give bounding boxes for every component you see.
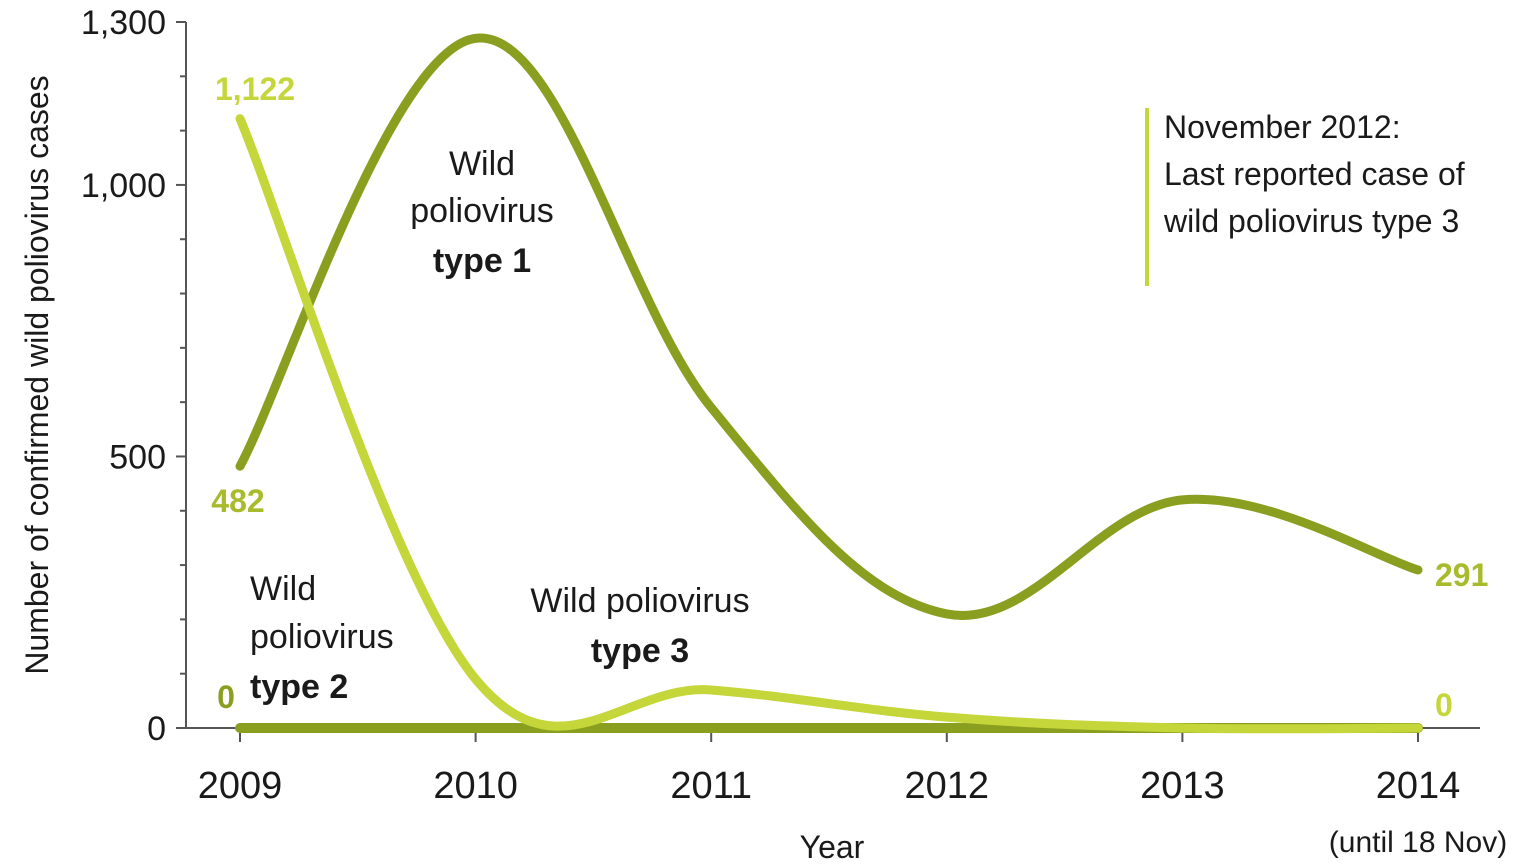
- y-axis-title: Number of confirmed wild poliovirus case…: [19, 75, 55, 674]
- data-label-type1-2009: 482: [211, 483, 264, 519]
- series-label-type2-line1: Wild: [250, 570, 316, 608]
- x-axis-title: Year: [800, 829, 865, 864]
- y-tick-label: 500: [109, 438, 166, 476]
- annotation-line-3: wild poliovirus type 3: [1163, 203, 1459, 239]
- y-axis-ticks: 0 500 1,000 1,300: [81, 4, 186, 748]
- annotation-note: November 2012: Last reported case of wil…: [1145, 108, 1465, 286]
- x-tick-label: 2014: [1376, 765, 1461, 807]
- x-tick-label: 2010: [433, 765, 518, 807]
- data-label-type3-2014: 0: [1435, 687, 1453, 723]
- series-line-type1: [235, 33, 1423, 620]
- y-tick-label: 1,300: [81, 4, 166, 42]
- x-tick-label: 2012: [905, 765, 990, 807]
- series-label-type1: Wild poliovirus type 1: [410, 145, 554, 280]
- series-label-type1-line1: Wild: [449, 145, 515, 183]
- y-tick-label: 0: [147, 710, 166, 748]
- series-label-type2-line2: poliovirus: [250, 618, 394, 656]
- series-line-type3: [235, 114, 1423, 734]
- series-label-type2-bold: type 2: [250, 668, 348, 706]
- series-label-type2: Wild poliovirus type 2: [250, 570, 394, 706]
- data-label-type2-2009: 0: [217, 679, 235, 715]
- annotation-line-2: Last reported case of: [1164, 156, 1465, 192]
- x-tick-sublabel: (until 18 Nov): [1329, 826, 1507, 859]
- data-label-type3-2009: 1,122: [215, 71, 295, 107]
- x-tick-label: 2009: [198, 765, 283, 807]
- series-label-type3-line1: Wild poliovirus: [530, 582, 749, 620]
- series-label-type3-bold: type 3: [591, 632, 689, 670]
- annotation-line-1: November 2012:: [1164, 109, 1401, 145]
- data-label-type1-2014: 291: [1435, 557, 1488, 593]
- x-tick-label: 2011: [670, 765, 752, 807]
- x-tick-label: 2013: [1140, 765, 1225, 807]
- series-lines: [235, 33, 1423, 734]
- series-label-type1-line2: poliovirus: [410, 192, 554, 230]
- series-label-type3: Wild poliovirus type 3: [530, 582, 749, 670]
- series-label-type1-bold: type 1: [433, 242, 531, 280]
- x-axis-ticks: 2009 2010 2011 2012 2013 2014: [198, 728, 1461, 807]
- y-tick-label: 1,000: [81, 167, 166, 205]
